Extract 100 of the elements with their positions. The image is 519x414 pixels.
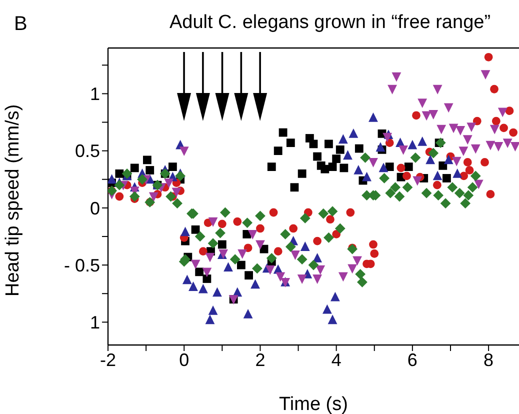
- point: [442, 174, 451, 182]
- point: [242, 218, 252, 228]
- point: [274, 247, 282, 256]
- point: [255, 210, 266, 222]
- point: [432, 84, 442, 94]
- y-tick-label: - 0.5: [64, 255, 100, 276]
- point: [212, 287, 222, 297]
- point: [394, 191, 405, 202]
- point: [238, 249, 248, 259]
- point: [218, 220, 226, 228]
- point: [480, 158, 489, 166]
- point: [286, 138, 295, 148]
- point: [316, 265, 326, 275]
- point: [266, 252, 277, 264]
- point: [334, 223, 346, 234]
- point: [130, 164, 139, 172]
- point: [348, 128, 358, 138]
- point: [360, 152, 370, 163]
- point: [388, 84, 397, 94]
- point: [326, 215, 334, 224]
- point: [428, 110, 438, 120]
- point: [454, 188, 465, 198]
- point: [355, 268, 366, 280]
- point: [330, 292, 340, 302]
- point: [290, 183, 299, 192]
- x-tick-label: 8: [484, 350, 494, 370]
- point: [338, 134, 348, 144]
- point: [354, 165, 364, 174]
- point: [146, 166, 154, 174]
- point: [368, 112, 378, 122]
- point: [285, 242, 296, 252]
- point: [233, 217, 242, 226]
- point: [274, 146, 282, 156]
- point: [115, 192, 124, 201]
- point: [402, 172, 411, 180]
- point: [198, 284, 208, 294]
- x-tick-label: 4: [331, 350, 342, 370]
- point: [412, 176, 422, 186]
- point: [208, 306, 218, 315]
- point: [382, 132, 392, 142]
- point: [340, 164, 348, 172]
- point: [322, 304, 332, 314]
- point: [108, 174, 117, 184]
- point: [308, 260, 319, 270]
- y-tick-label: 0: [90, 198, 100, 218]
- point: [202, 274, 212, 283]
- point: [456, 126, 466, 136]
- point: [324, 232, 334, 243]
- point: [168, 162, 177, 171]
- point: [129, 191, 140, 202]
- point: [114, 180, 125, 190]
- point: [188, 282, 198, 291]
- point: [328, 162, 337, 171]
- point: [396, 164, 406, 172]
- point: [179, 146, 189, 156]
- point: [190, 260, 200, 270]
- point: [492, 116, 500, 126]
- point: [426, 154, 436, 164]
- point: [236, 260, 246, 270]
- point: [438, 161, 448, 170]
- point: [458, 146, 468, 156]
- point: [474, 180, 484, 190]
- point: [202, 268, 212, 278]
- point: [472, 116, 482, 126]
- point: [142, 156, 152, 164]
- point: [298, 169, 306, 178]
- x-tick-label: -2: [100, 350, 116, 370]
- point: [172, 188, 182, 198]
- point: [280, 228, 291, 240]
- point: [444, 154, 454, 164]
- point: [509, 128, 518, 137]
- point: [191, 225, 200, 234]
- point: [502, 138, 512, 148]
- point: [447, 182, 458, 193]
- point: [256, 224, 264, 233]
- point: [215, 228, 226, 238]
- point: [428, 148, 439, 158]
- point: [470, 144, 480, 154]
- point: [440, 198, 451, 209]
- point: [296, 254, 308, 265]
- point: [205, 252, 215, 262]
- point: [289, 224, 298, 233]
- point: [376, 142, 386, 152]
- point: [379, 173, 390, 184]
- point: [354, 144, 364, 153]
- point: [252, 263, 262, 274]
- point: [208, 238, 218, 249]
- point: [408, 140, 418, 150]
- point: [198, 247, 208, 256]
- point: [465, 166, 474, 174]
- y-tick-label: 0.5: [74, 141, 100, 162]
- point: [510, 142, 519, 152]
- point: [122, 168, 132, 179]
- point: [244, 244, 252, 252]
- point: [490, 84, 498, 94]
- point: [462, 135, 472, 145]
- point: [180, 226, 190, 236]
- point: [256, 240, 265, 250]
- point: [370, 249, 379, 258]
- point: [208, 217, 218, 227]
